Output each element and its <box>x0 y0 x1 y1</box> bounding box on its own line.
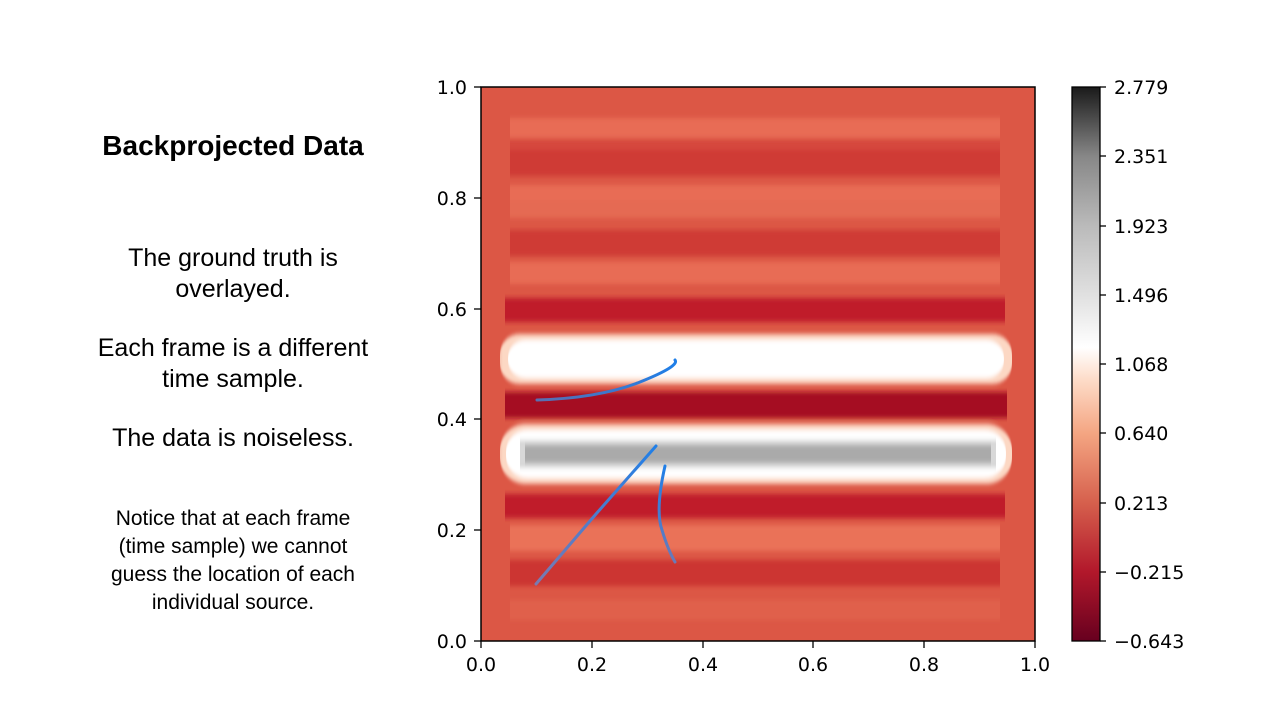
y-tick-label: 0.4 <box>437 409 467 431</box>
colorbar-tick-label: 2.779 <box>1114 77 1168 99</box>
heatmap-plot-area <box>481 87 1035 641</box>
text-line: guess the location of each <box>110 563 355 586</box>
text-line: Each frame is a different <box>97 334 369 362</box>
colorbar-tick-label: −0.215 <box>1114 562 1184 584</box>
y-axis <box>474 86 481 642</box>
x-tick-label: 0.6 <box>798 654 828 676</box>
y-tick-label: 0.0 <box>437 631 467 653</box>
text-line: individual source. <box>151 591 315 614</box>
ground-truth-track-1 <box>535 358 678 402</box>
colorbar-tick-label: 0.640 <box>1114 423 1168 445</box>
slide-title: Backprojected Data <box>102 130 364 161</box>
text-line: The ground truth is <box>128 244 338 272</box>
colorbar-tick-label: 1.496 <box>1114 285 1168 307</box>
ground-truth-track-2 <box>534 444 658 586</box>
paragraph-notice: Notice that at each frame (time sample) … <box>40 505 426 617</box>
colorbar-tick-label: 1.068 <box>1114 354 1168 376</box>
colorbar: 2.779 2.351 1.923 1.496 1.068 0.640 0.21… <box>1071 77 1184 653</box>
x-axis <box>480 641 1036 648</box>
plot-frame <box>480 86 1036 642</box>
x-tick-label: 0.2 <box>577 654 607 676</box>
y-tick-label: 0.8 <box>437 188 467 210</box>
y-tick-label: 0.6 <box>437 299 467 321</box>
colorbar-gradient <box>1071 86 1101 642</box>
x-tick-label: 1.0 <box>1020 654 1050 676</box>
colorbar-tick-label: −0.643 <box>1114 631 1184 653</box>
x-tick-label: 0.8 <box>909 654 939 676</box>
paragraph-ground-truth: The ground truth is overlayed. <box>40 243 426 305</box>
x-tick-label: 0.0 <box>466 654 496 676</box>
colorbar-tick-label: 2.351 <box>1114 146 1168 168</box>
text-line: overlayed. <box>175 275 291 303</box>
text-line: The data is noiseless. <box>112 424 354 452</box>
y-axis-tick-labels: 1.0 0.8 0.6 0.4 0.2 0.0 <box>437 77 467 653</box>
colorbar-tick-label: 1.923 <box>1114 216 1168 238</box>
y-tick-label: 1.0 <box>437 77 467 99</box>
y-tick-label: 0.2 <box>437 520 467 542</box>
x-axis-tick-labels: 0.0 0.2 0.4 0.6 0.8 1.0 <box>466 654 1050 676</box>
ground-truth-track-3 <box>657 464 677 564</box>
colorbar-tick-label: 0.213 <box>1114 493 1168 515</box>
paragraph-time-sample: Each frame is a different time sample. <box>40 333 426 395</box>
text-line: time sample. <box>162 365 304 393</box>
text-line: (time sample) we cannot <box>118 535 348 558</box>
x-tick-label: 0.4 <box>688 654 718 676</box>
slide-text-panel: Backprojected Data The ground truth is o… <box>40 0 426 720</box>
paragraph-noiseless: The data is noiseless. <box>40 423 426 454</box>
text-line: Notice that at each frame <box>115 507 351 530</box>
